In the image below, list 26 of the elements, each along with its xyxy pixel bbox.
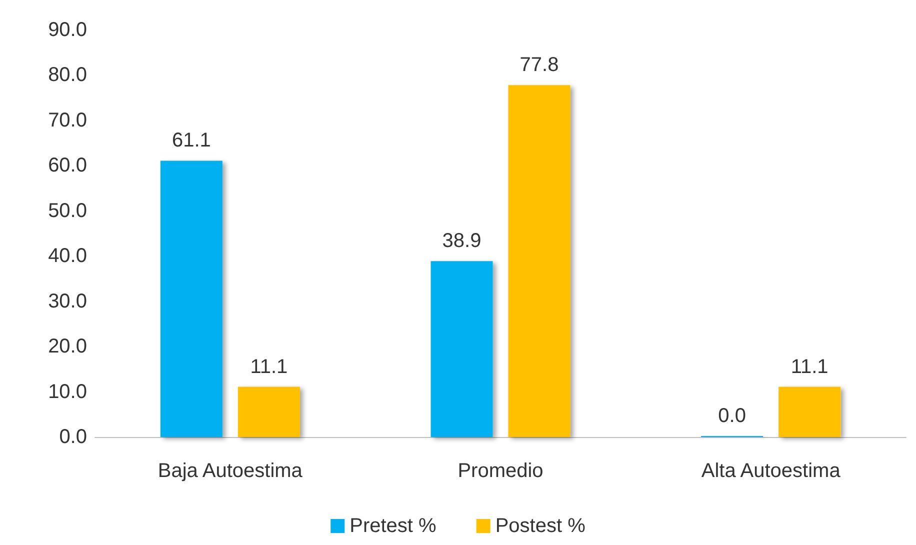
- legend-label: Postest %: [495, 515, 586, 537]
- x-tick-label: Alta Autoestima: [701, 460, 842, 482]
- y-tick-label: 0.0: [59, 426, 87, 448]
- data-label: 0.0: [718, 405, 746, 427]
- y-tick-label: 90.0: [48, 19, 87, 41]
- y-tick-label: 60.0: [48, 154, 87, 177]
- y-tick-label: 80.0: [48, 64, 87, 86]
- x-tick-label: Baja Autoestima: [158, 460, 304, 482]
- y-tick-label: 10.0: [48, 380, 87, 403]
- data-label: 38.9: [442, 230, 482, 252]
- y-tick-label: 30.0: [48, 290, 87, 312]
- x-tick-label: Promedio: [458, 460, 544, 482]
- data-label: 61.1: [172, 130, 211, 152]
- data-label: 11.1: [250, 356, 288, 378]
- data-label: 11.1: [790, 356, 828, 378]
- data-label: 77.8: [520, 54, 559, 76]
- y-tick-label: 20.0: [48, 336, 87, 358]
- bar: [238, 386, 300, 437]
- legend-label: Pretest %: [350, 515, 437, 537]
- bar: [160, 160, 222, 437]
- y-tick-label: 50.0: [48, 200, 87, 222]
- bar: [430, 261, 493, 437]
- y-tick-label: 70.0: [48, 109, 87, 132]
- y-tick-label: 40.0: [48, 245, 87, 268]
- bar: [508, 85, 570, 437]
- bar: [778, 386, 841, 437]
